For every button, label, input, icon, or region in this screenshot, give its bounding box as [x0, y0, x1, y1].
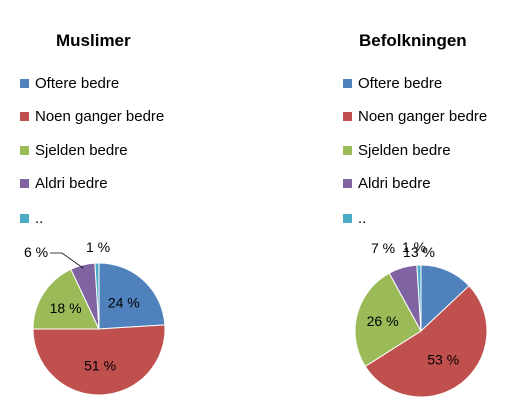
data-label: 26 % — [367, 313, 399, 329]
legend-label: Aldri bedre — [358, 175, 431, 192]
legend-swatch — [343, 79, 352, 88]
data-label: 18 % — [50, 300, 82, 316]
legend-swatch — [343, 179, 352, 188]
leader-line — [50, 252, 84, 269]
legend-label: Noen ganger bedre — [358, 108, 488, 125]
data-label: 6 % — [24, 244, 48, 260]
legend-label: Oftere bedre — [35, 75, 120, 92]
legend-swatch — [343, 112, 352, 121]
data-label: 13 % — [403, 244, 435, 260]
legend-label: Sjelden bedre — [358, 142, 451, 159]
pie-slice-1 — [98, 262, 166, 330]
pie-slice-3 — [354, 272, 422, 368]
legend-swatch — [20, 214, 29, 223]
pie-slice-2 — [32, 324, 166, 396]
data-label: 7 % — [371, 240, 395, 256]
legend-swatch — [20, 112, 29, 121]
data-label: 51 % — [84, 357, 116, 373]
legend-label: .. — [35, 210, 44, 227]
pie-slice-5 — [94, 262, 100, 330]
legend-label: Sjelden bedre — [35, 142, 128, 159]
chart-title: Befolkningen — [359, 31, 467, 50]
legend-label: .. — [358, 210, 367, 227]
legend-swatch — [343, 214, 352, 223]
data-label: 1 % — [86, 239, 110, 255]
pie-chart: 13 % 53 % 26 % 7 % 1 % — [354, 239, 488, 398]
pie-slice-2 — [364, 285, 488, 398]
chart-title: Muslimer — [56, 31, 131, 50]
pie-slice-3 — [32, 268, 100, 330]
data-label: 53 % — [427, 352, 459, 368]
legend-swatch — [20, 79, 29, 88]
chart-muslimer: Muslimer Oftere bedre Noen ganger bedre … — [20, 31, 166, 396]
legend-label: Aldri bedre — [35, 175, 108, 192]
data-label: 24 % — [108, 295, 140, 311]
legend-label: Noen ganger bedre — [35, 108, 165, 125]
pie-chart: 24 % 51 % 18 % 6 % 1 % — [24, 239, 166, 396]
legend-label: Oftere bedre — [358, 75, 443, 92]
data-label: 1 % — [402, 239, 426, 255]
legend-swatch — [20, 179, 29, 188]
legend-swatch — [20, 146, 29, 155]
chart-befolkningen: Befolkningen Oftere bedre Noen ganger be… — [259, 0, 519, 417]
pie-slice-5 — [416, 264, 422, 332]
legend-swatch — [343, 146, 352, 155]
